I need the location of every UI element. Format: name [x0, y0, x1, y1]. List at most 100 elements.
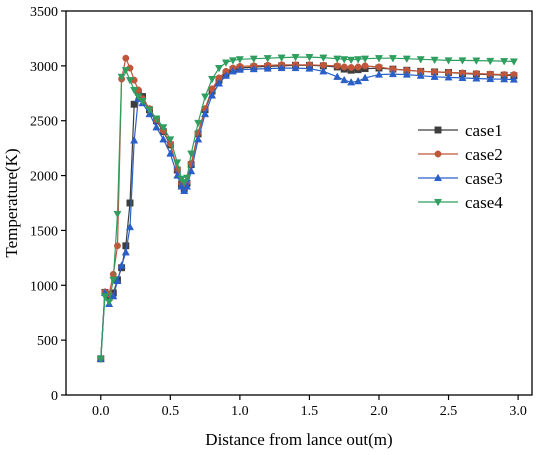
case3-point — [152, 122, 161, 131]
case3-point — [194, 135, 203, 143]
y-axis-label: Temperature(K) — [2, 148, 21, 257]
case4-point — [208, 75, 217, 84]
case4-point — [354, 56, 363, 64]
case2-point — [375, 63, 383, 71]
case2-point — [340, 63, 348, 71]
case4-point — [458, 57, 467, 65]
case4-point — [249, 55, 258, 64]
x-tick-label: 0.0 — [92, 404, 110, 419]
legend-item-case1: case1 — [418, 121, 503, 140]
case4-point — [138, 97, 147, 106]
case3-point — [500, 74, 509, 83]
x-tick-label: 1.0 — [231, 404, 249, 419]
case3-point — [125, 222, 135, 231]
legend-label: case3 — [465, 169, 503, 188]
case3-point — [117, 261, 126, 269]
case4-point — [180, 179, 189, 187]
case3-point — [388, 69, 397, 78]
case3-point — [458, 73, 467, 81]
case4-point — [105, 298, 114, 307]
y-tick-label: 0 — [51, 389, 58, 404]
legend-marker — [434, 126, 442, 134]
case2-point — [347, 64, 355, 71]
case4-point — [134, 93, 143, 101]
case4-point — [347, 56, 356, 65]
legend-item-case2: case2 — [418, 145, 503, 164]
case3-point — [374, 70, 384, 78]
case2-point — [361, 62, 369, 70]
case4-point — [444, 57, 453, 65]
series-case4 — [96, 54, 518, 364]
y-tick-label: 3000 — [30, 60, 58, 75]
case4-point — [201, 93, 210, 101]
case4-point — [291, 54, 300, 62]
case1-point — [126, 199, 134, 207]
case4-point — [130, 86, 139, 95]
case4-point — [263, 55, 272, 63]
legend-marker — [433, 198, 443, 207]
case4-point — [159, 124, 168, 132]
case2-point — [333, 62, 341, 70]
case3-point — [305, 64, 314, 72]
case3-point — [109, 291, 118, 300]
x-tick-label: 1.5 — [301, 404, 319, 419]
case4-point — [125, 77, 135, 85]
y-tick-label: 500 — [37, 334, 58, 349]
case3-point — [340, 75, 349, 84]
case3-point — [263, 64, 272, 72]
case4-point — [117, 73, 126, 82]
case4-point — [319, 54, 328, 62]
case3-point — [159, 135, 168, 143]
x-axis-label: Distance from lance out(m) — [205, 430, 392, 449]
legend-item-case3: case3 — [418, 169, 503, 188]
case4-point — [100, 293, 109, 301]
y-tick-label: 1000 — [30, 279, 58, 294]
case3-point — [121, 248, 130, 256]
ticks-layer: 0.0 0.5 1.0 1.5 2.0 2.5 3.0 0 500 1000 1500 2000 250… — [30, 5, 527, 419]
case3-point — [486, 74, 495, 83]
case3-point — [113, 276, 122, 284]
case4-point — [430, 56, 439, 65]
case4-point — [96, 355, 105, 364]
case4-point — [305, 54, 314, 62]
y-tick-label: 2500 — [30, 115, 58, 130]
legend-label: case4 — [465, 193, 503, 212]
case3-point — [472, 74, 481, 82]
legend-marker — [434, 150, 442, 158]
case4-point — [113, 210, 122, 219]
legend-marker — [433, 173, 443, 182]
case2-point — [122, 54, 130, 62]
x-tick-label: 0.5 — [162, 404, 180, 419]
case1-point — [130, 100, 138, 108]
case3-point — [416, 71, 425, 79]
case3-point — [180, 186, 189, 194]
case4-point — [472, 57, 481, 65]
case4-point — [121, 67, 130, 75]
legend: case1 case2 case3 case4 — [418, 121, 503, 212]
case4-point — [228, 57, 237, 65]
case4-point — [187, 150, 196, 158]
x-tick-label: 3.0 — [509, 404, 527, 419]
y-tick-label: 2000 — [30, 170, 58, 185]
x-tick-label: 2.0 — [370, 404, 388, 419]
case4-point — [374, 55, 384, 63]
case3-point — [208, 91, 217, 99]
case3-point — [228, 67, 237, 75]
legend-label: case1 — [465, 121, 503, 140]
case4-point — [166, 136, 175, 144]
case4-point — [152, 115, 161, 123]
case4-point — [500, 58, 509, 66]
case3-point — [347, 77, 356, 86]
case4-point — [109, 276, 118, 285]
case3-point — [430, 72, 439, 80]
series-layer — [96, 54, 518, 364]
case3-point — [177, 182, 186, 190]
series-case3 — [96, 63, 518, 362]
case3-point — [166, 149, 175, 157]
case4-point — [145, 106, 154, 115]
plot-frame — [65, 10, 533, 396]
case4-point — [509, 58, 518, 66]
x-tick-label: 2.5 — [440, 404, 458, 419]
